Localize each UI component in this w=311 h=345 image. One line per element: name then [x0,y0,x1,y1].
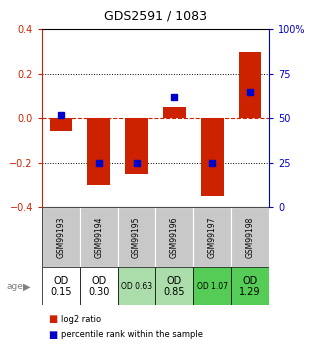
Text: OD
0.85: OD 0.85 [164,276,185,297]
Bar [231,207,269,267]
Text: GSM99196: GSM99196 [170,216,179,258]
Bar [239,51,262,118]
Text: ■: ■ [48,330,58,339]
Text: GSM99197: GSM99197 [208,216,217,258]
Text: GSM99195: GSM99195 [132,216,141,258]
Text: log2 ratio: log2 ratio [61,315,101,324]
Bar [80,207,118,267]
Bar [42,267,80,305]
Text: percentile rank within the sample: percentile rank within the sample [61,330,203,339]
Text: age: age [6,282,23,291]
Text: OD
0.30: OD 0.30 [88,276,109,297]
Text: GDS2591 / 1083: GDS2591 / 1083 [104,9,207,22]
Bar [80,267,118,305]
Bar [231,267,269,305]
Bar [156,267,193,305]
Text: OD 0.63: OD 0.63 [121,282,152,291]
Text: ■: ■ [48,314,58,324]
Text: OD
0.15: OD 0.15 [50,276,72,297]
Bar [125,118,148,174]
Text: OD
1.29: OD 1.29 [239,276,261,297]
Text: ▶: ▶ [23,282,30,291]
Bar [87,118,110,185]
Text: GSM99198: GSM99198 [246,217,255,258]
Bar [49,118,72,131]
Bar [156,207,193,267]
Text: GSM99194: GSM99194 [94,216,103,258]
Bar [118,207,156,267]
Bar [193,267,231,305]
Text: OD 1.07: OD 1.07 [197,282,228,291]
Text: GSM99193: GSM99193 [56,216,65,258]
Bar [42,207,80,267]
Bar [201,118,224,196]
Bar [163,107,186,118]
Bar [118,267,156,305]
Bar [193,207,231,267]
